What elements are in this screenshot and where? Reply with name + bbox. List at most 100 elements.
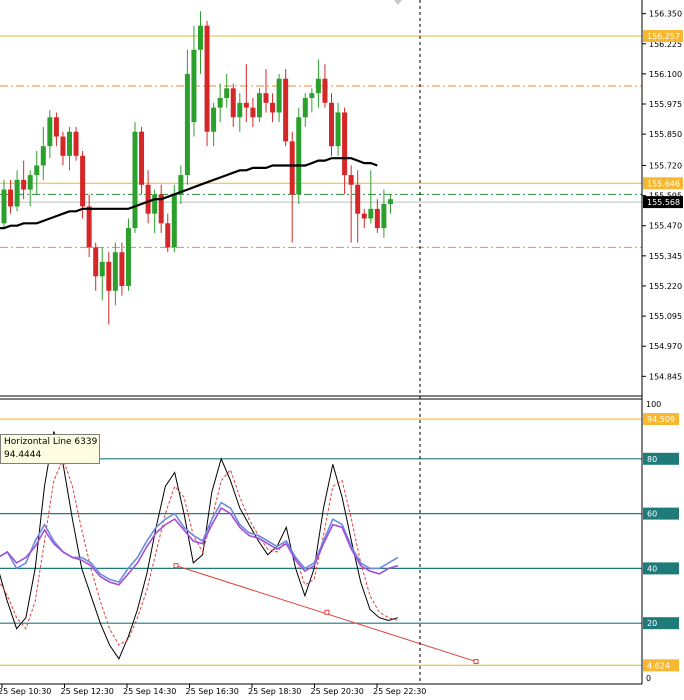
price-label-2: 155.568 (643, 196, 683, 209)
candle-body (14, 179, 20, 207)
price-axis-label: 155.720 (649, 161, 682, 170)
oscillator-level-label-box (643, 452, 679, 465)
candle-body (27, 175, 33, 190)
candle-body (80, 155, 86, 207)
price-axis: 156.350 156.225 156.100 155.975 155.850 155.7… (642, 10, 683, 381)
price-axis-label: 155.220 (649, 282, 682, 291)
price-label-1: 155.646 (643, 177, 683, 190)
candle-body (243, 102, 249, 108)
trendline-handle[interactable] (173, 563, 179, 569)
oscillator-series (0, 431, 399, 660)
candle-body (165, 223, 171, 248)
oscillator-trendline[interactable] (173, 563, 479, 665)
oscillator-level-label-text: 20 (647, 619, 657, 628)
candle-body (217, 97, 223, 108)
trendline-handle[interactable] (473, 659, 479, 665)
candle-body (315, 78, 321, 94)
time-axis-label: 25 Sep 14:30 (123, 687, 176, 696)
oscillator-level-label-3: 40 (643, 562, 679, 575)
oscillator-level-label-5: 4.624 (643, 659, 679, 672)
price-label-text: 155.646 (647, 179, 680, 188)
price-horizontal-lines[interactable] (0, 35, 642, 248)
candle-body (302, 97, 308, 118)
price-label-text: 155.568 (647, 198, 680, 207)
time-axis-label: 25 Sep 16:30 (186, 687, 239, 696)
price-candles (1, 11, 393, 325)
candle-body (178, 175, 184, 195)
candle-body (139, 131, 145, 185)
candle-body (381, 204, 387, 229)
candle-body (329, 102, 334, 147)
candle-body (335, 112, 341, 147)
trendline-handle[interactable] (324, 609, 330, 615)
candle-body (40, 146, 46, 166)
candle-body (270, 102, 276, 113)
candle-body (119, 252, 125, 286)
price-axis-label: 154.970 (649, 342, 682, 351)
candle-body (8, 189, 14, 207)
candle-body (250, 107, 256, 118)
price-axis-label: 154.845 (649, 372, 682, 381)
candle-body (106, 261, 112, 291)
time-axis-label: 25 Sep 18:30 (248, 687, 301, 696)
oscillator-level-label-text: 94.509 (647, 415, 675, 424)
price-axis-label: 155.975 (649, 100, 682, 109)
candle-body (34, 165, 40, 176)
oscillator-series-3 (0, 506, 399, 586)
tooltip-line-name: Horizontal Line 6339 (4, 437, 98, 447)
oscillator-level-label-box (643, 413, 679, 426)
oscillator-level-label-box (643, 562, 679, 575)
time-axis-label: 25 Sep 20:30 (311, 687, 364, 696)
candle-body (47, 117, 53, 147)
candle-body (342, 112, 348, 176)
candle-body (93, 247, 99, 277)
candle-body (237, 102, 243, 118)
candle-body (309, 93, 315, 98)
price-label-text: 156.257 (647, 32, 680, 41)
candle-body (191, 49, 197, 123)
oscillator-panel[interactable] (0, 418, 642, 666)
candle-body (256, 93, 262, 118)
shift-marker-icon[interactable] (394, 0, 402, 5)
price-panel[interactable] (0, 11, 642, 325)
candle-body (184, 73, 190, 176)
candle-body (348, 175, 354, 185)
oscillator-level-lines[interactable] (0, 418, 642, 666)
candle-body (60, 136, 66, 156)
candle-body (152, 194, 158, 214)
oscillator-level-label-1: 80 (643, 452, 679, 465)
price-axis-label: 155.470 (649, 222, 682, 231)
tooltip-line-value: 94.4444 (4, 450, 42, 460)
oscillator-axis-label: 0 (646, 674, 651, 683)
oscillator-level-label-0: 94.509 (643, 413, 679, 426)
candle-body (368, 208, 374, 219)
candle-body (99, 261, 105, 277)
price-axis-label: 156.350 (649, 10, 682, 19)
candle-body (86, 206, 92, 248)
candle-body (276, 78, 282, 113)
candle-body (73, 131, 79, 156)
oscillator-level-label-box (643, 659, 679, 672)
candle-body (204, 25, 210, 132)
candle-body (21, 179, 27, 190)
candle-body (145, 184, 151, 214)
oscillator-level-label-text: 60 (647, 510, 657, 519)
candle-body (361, 213, 367, 219)
price-axis-label: 156.225 (649, 40, 682, 49)
oscillator-axis-label: 100 (646, 400, 661, 409)
candle-body (198, 25, 203, 50)
price-axis-label: 155.595 (649, 192, 682, 201)
oscillator-series-0 (0, 431, 399, 660)
candle-body (355, 184, 361, 214)
moving-average-line (0, 157, 378, 230)
price-axis-label: 155.095 (649, 312, 682, 321)
price-axis-label: 155.345 (649, 252, 682, 261)
price-label-box (643, 30, 683, 43)
candle-body (158, 194, 164, 224)
candle-body (53, 117, 59, 137)
price-axis-label: 155.850 (649, 130, 682, 139)
time-axis: 25 Sep 10:30 25 Sep 12:30 25 Sep 14:30 25 S… (0, 684, 426, 696)
price-label-0: 156.257 (643, 30, 683, 43)
candle-body (171, 194, 177, 248)
